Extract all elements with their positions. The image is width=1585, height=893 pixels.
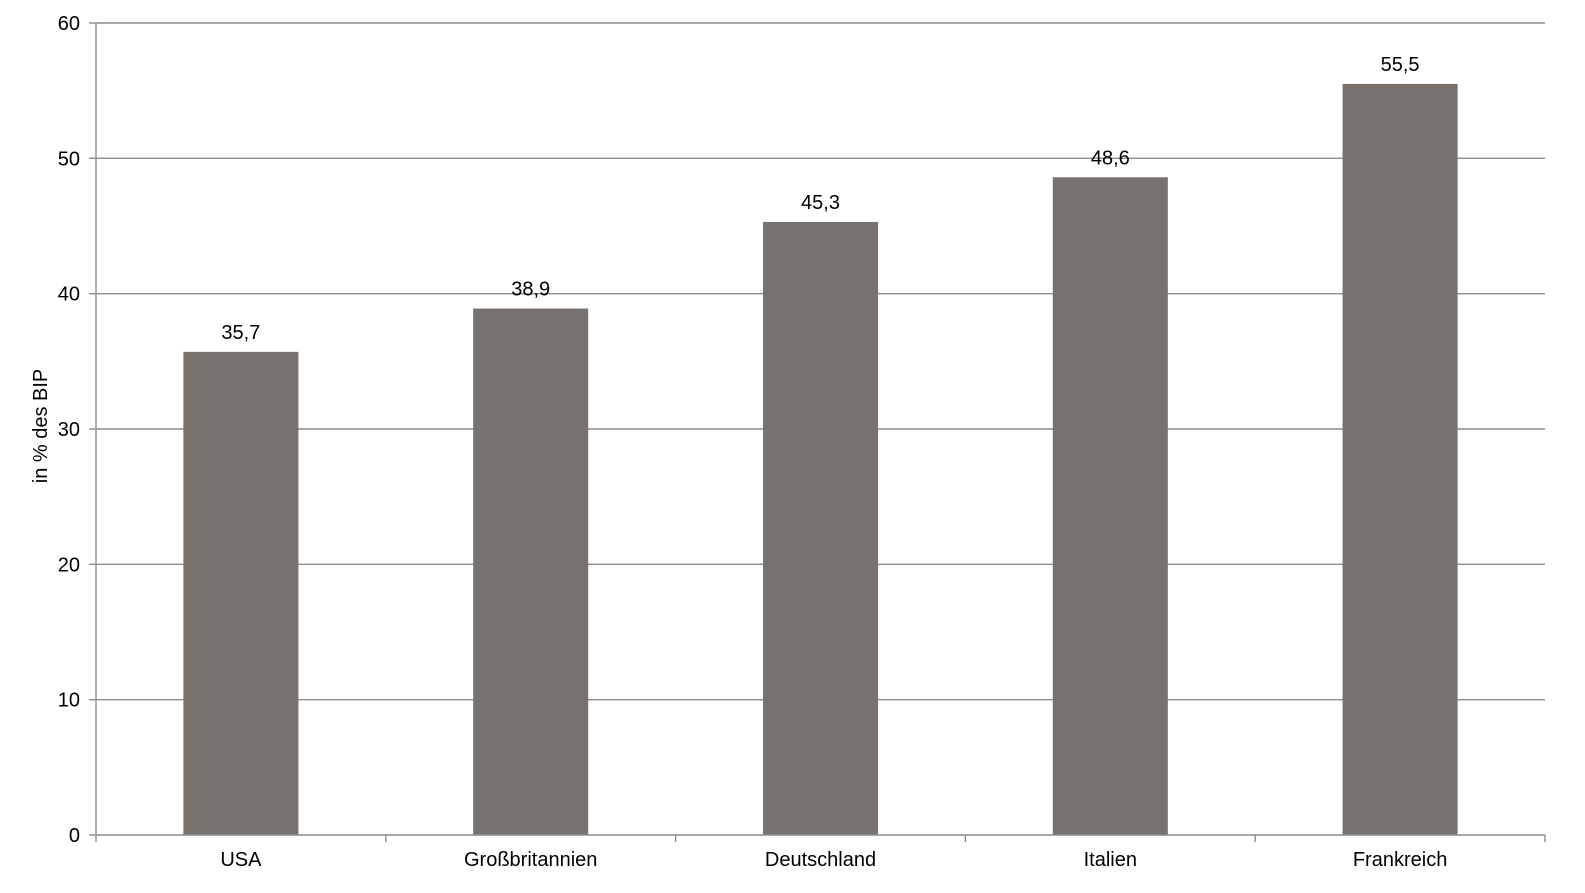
data-label: 35,7 (221, 322, 260, 344)
data-label: 48,6 (1091, 147, 1130, 169)
x-tick-label: Italien (1084, 849, 1137, 871)
y-tick-label: 40 (58, 284, 80, 306)
bar-frankreich (1342, 83, 1458, 835)
y-axis-title: in % des BIP (30, 369, 52, 484)
bar-usa (183, 351, 299, 835)
x-tick-label: Frankreich (1353, 849, 1447, 871)
bars (183, 83, 1458, 835)
bar-deutschland (762, 221, 879, 835)
x-tick-label: USA (220, 849, 262, 871)
x-tick-label: Großbritannien (464, 849, 597, 871)
y-tick-label: 60 (58, 13, 80, 35)
bar-großbritannien (473, 308, 589, 835)
y-tick-label: 50 (58, 148, 80, 170)
data-label: 38,9 (511, 279, 550, 301)
y-tick-label: 20 (58, 554, 80, 576)
data-label: 55,5 (1381, 54, 1420, 76)
x-tick-label: Deutschland (765, 849, 876, 871)
y-tick-label: 30 (58, 419, 80, 441)
axes (89, 22, 1546, 842)
y-tick-label: 0 (69, 825, 80, 847)
data-label: 45,3 (801, 192, 840, 214)
bar-italien (1052, 177, 1168, 835)
labels: 0 10 20 30 40 50 60 35,7 USA 38,9 Großbritannien 45… (58, 13, 1448, 871)
y-tick-label: 10 (58, 690, 80, 712)
